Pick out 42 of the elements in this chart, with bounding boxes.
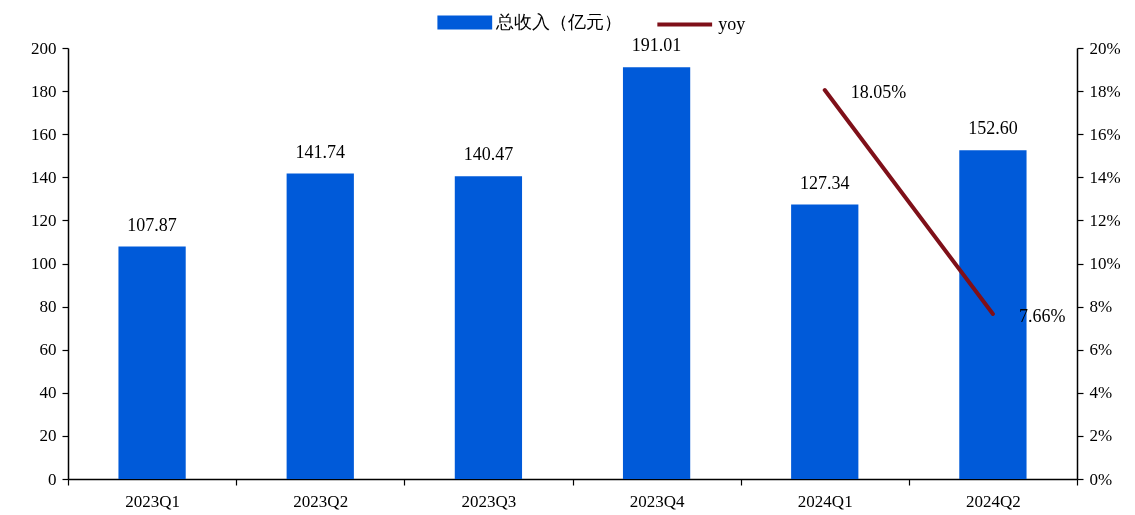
legend-label: yoy xyxy=(718,13,746,34)
data-label: 152.60 xyxy=(968,118,1018,139)
y-tick-label: 20 xyxy=(39,426,57,446)
data-label: 127.34 xyxy=(800,172,850,193)
x-tick-label: 2023Q2 xyxy=(293,491,349,511)
y2-tick-label: 2% xyxy=(1089,426,1113,446)
x-tick-label: 2023Q4 xyxy=(629,491,685,511)
y2-tick-label: 0% xyxy=(1089,469,1113,489)
y-tick-label: 120 xyxy=(31,210,57,230)
bar xyxy=(454,176,523,479)
y-tick-label: 80 xyxy=(39,297,57,317)
x-tick-label: 2023Q1 xyxy=(125,491,180,511)
y2-tick-label: 8% xyxy=(1089,297,1113,317)
y-tick-label: 160 xyxy=(31,124,57,144)
bar xyxy=(622,67,691,479)
data-label: 140.47 xyxy=(463,144,514,165)
y2-tick-label: 12% xyxy=(1089,210,1121,230)
y-tick-label: 0 xyxy=(48,469,57,489)
bar xyxy=(118,246,186,479)
y-tick-label: 180 xyxy=(31,81,57,101)
y2-tick-label: 14% xyxy=(1089,167,1121,187)
x-tick-label: 2024Q2 xyxy=(966,491,1021,511)
y-tick-label: 140 xyxy=(31,167,57,187)
data-label: 18.05% xyxy=(850,82,907,103)
y2-tick-label: 6% xyxy=(1089,340,1113,360)
bar xyxy=(286,173,354,479)
y2-tick-label: 18% xyxy=(1089,81,1121,101)
data-label: 107.87 xyxy=(127,214,177,235)
data-label: 191.01 xyxy=(631,35,682,56)
y-tick-label: 200 xyxy=(31,38,57,58)
bar xyxy=(791,204,859,479)
y2-tick-label: 20% xyxy=(1089,38,1121,58)
x-tick-label: 2023Q3 xyxy=(461,491,517,511)
y2-tick-label: 10% xyxy=(1089,254,1121,273)
y-tick-label: 40 xyxy=(39,383,57,403)
data-label: 141.74 xyxy=(295,141,345,162)
legend-label: 总收入（亿元） xyxy=(495,11,623,32)
y2-tick-label: 16% xyxy=(1089,124,1121,144)
y-tick-label: 100 xyxy=(31,254,57,273)
y2-tick-label: 4% xyxy=(1089,383,1113,403)
x-tick-label: 2024Q1 xyxy=(797,491,853,511)
y-tick-label: 60 xyxy=(39,340,57,360)
